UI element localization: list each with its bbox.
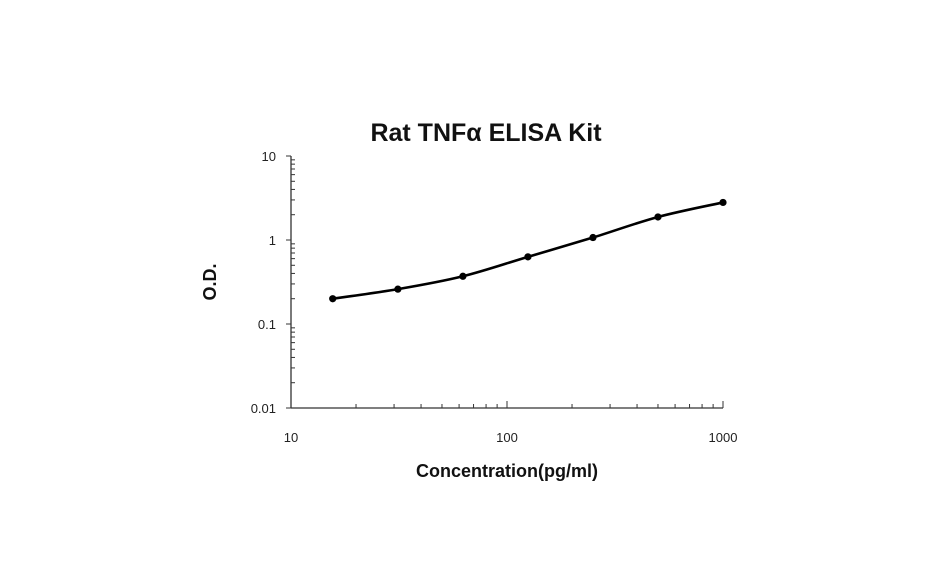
axis-tick-labels: 0.01 0.1 1 10 10 100 1000 [251,149,738,445]
y-tick-label: 0.1 [258,317,276,332]
axes [290,156,723,409]
data-point [719,198,727,207]
x-tick-label: 1000 [709,430,738,445]
series-layer [329,198,727,303]
axis-ticks [286,155,724,409]
y-tick-label: 0.01 [251,401,276,416]
data-point [329,295,337,303]
data-point [524,253,532,261]
data-point [394,285,402,293]
data-point [654,213,662,221]
y-axis-label: O.D. [200,263,220,300]
chart-title: Rat TNFα ELISA Kit [370,119,602,147]
data-point [589,233,597,242]
y-tick-label: 1 [269,233,276,248]
x-tick-label: 100 [496,430,518,445]
x-axis-label: Concentration(pg/ml) [416,461,598,481]
y-tick-label: 10 [262,149,276,164]
standard-curve-line [332,201,724,300]
data-point [459,272,467,280]
x-tick-label: 10 [284,430,298,445]
